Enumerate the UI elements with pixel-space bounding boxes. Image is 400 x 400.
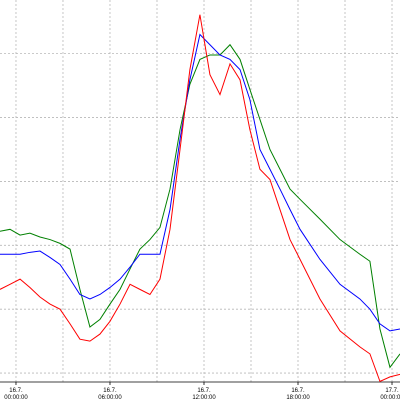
x-tick-label: 12:00:00 — [192, 395, 216, 400]
x-tick-label: 06:00:00 — [98, 395, 122, 400]
series-line — [0, 14, 400, 382]
x-tick-label: 16.7. — [9, 388, 23, 394]
x-tick-label: 16.7. — [197, 388, 211, 394]
x-tick-label: 00:00:00 — [380, 395, 400, 400]
x-tick-label: 16.7. — [103, 388, 117, 394]
x-tick-label: 16.7. — [291, 388, 305, 394]
x-tick-label: 17.7. — [385, 388, 399, 394]
series-line — [0, 43, 400, 369]
x-tick-label: 18:00:00 — [286, 395, 310, 400]
series-line — [0, 33, 400, 332]
x-tick-label: 00:00:00 — [4, 395, 28, 400]
